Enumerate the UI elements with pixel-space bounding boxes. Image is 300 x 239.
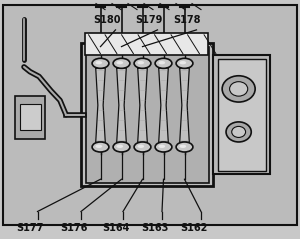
- Ellipse shape: [155, 142, 172, 152]
- Bar: [81, 43, 213, 186]
- Bar: [213, 55, 270, 174]
- Ellipse shape: [134, 58, 151, 68]
- Circle shape: [230, 82, 248, 96]
- Bar: [20, 104, 40, 130]
- Ellipse shape: [158, 61, 165, 64]
- Text: S164: S164: [102, 223, 129, 233]
- Text: S179: S179: [135, 15, 162, 25]
- Ellipse shape: [134, 142, 151, 152]
- Text: S162: S162: [180, 223, 207, 233]
- Ellipse shape: [92, 142, 109, 152]
- Circle shape: [226, 122, 251, 142]
- Text: S180: S180: [93, 15, 120, 25]
- Ellipse shape: [95, 145, 102, 148]
- Ellipse shape: [176, 58, 193, 68]
- Circle shape: [222, 76, 255, 102]
- Text: S176: S176: [60, 223, 87, 233]
- Bar: [85, 47, 208, 183]
- Ellipse shape: [158, 145, 165, 148]
- Ellipse shape: [113, 58, 130, 68]
- Text: S177: S177: [16, 223, 44, 233]
- Ellipse shape: [95, 61, 102, 64]
- Ellipse shape: [113, 142, 130, 152]
- Bar: [85, 33, 208, 55]
- Ellipse shape: [179, 61, 186, 64]
- Polygon shape: [117, 68, 126, 142]
- Polygon shape: [96, 68, 105, 142]
- Ellipse shape: [137, 61, 144, 64]
- Ellipse shape: [179, 145, 186, 148]
- Text: S178: S178: [174, 15, 201, 25]
- Polygon shape: [180, 68, 189, 142]
- Polygon shape: [159, 68, 168, 142]
- Bar: [15, 96, 45, 139]
- Ellipse shape: [176, 142, 193, 152]
- Circle shape: [232, 126, 246, 137]
- Bar: [218, 59, 266, 171]
- Ellipse shape: [92, 58, 109, 68]
- Ellipse shape: [137, 145, 144, 148]
- Text: S163: S163: [141, 223, 168, 233]
- Ellipse shape: [116, 61, 123, 64]
- Polygon shape: [138, 68, 147, 142]
- Ellipse shape: [155, 58, 172, 68]
- Ellipse shape: [116, 145, 123, 148]
